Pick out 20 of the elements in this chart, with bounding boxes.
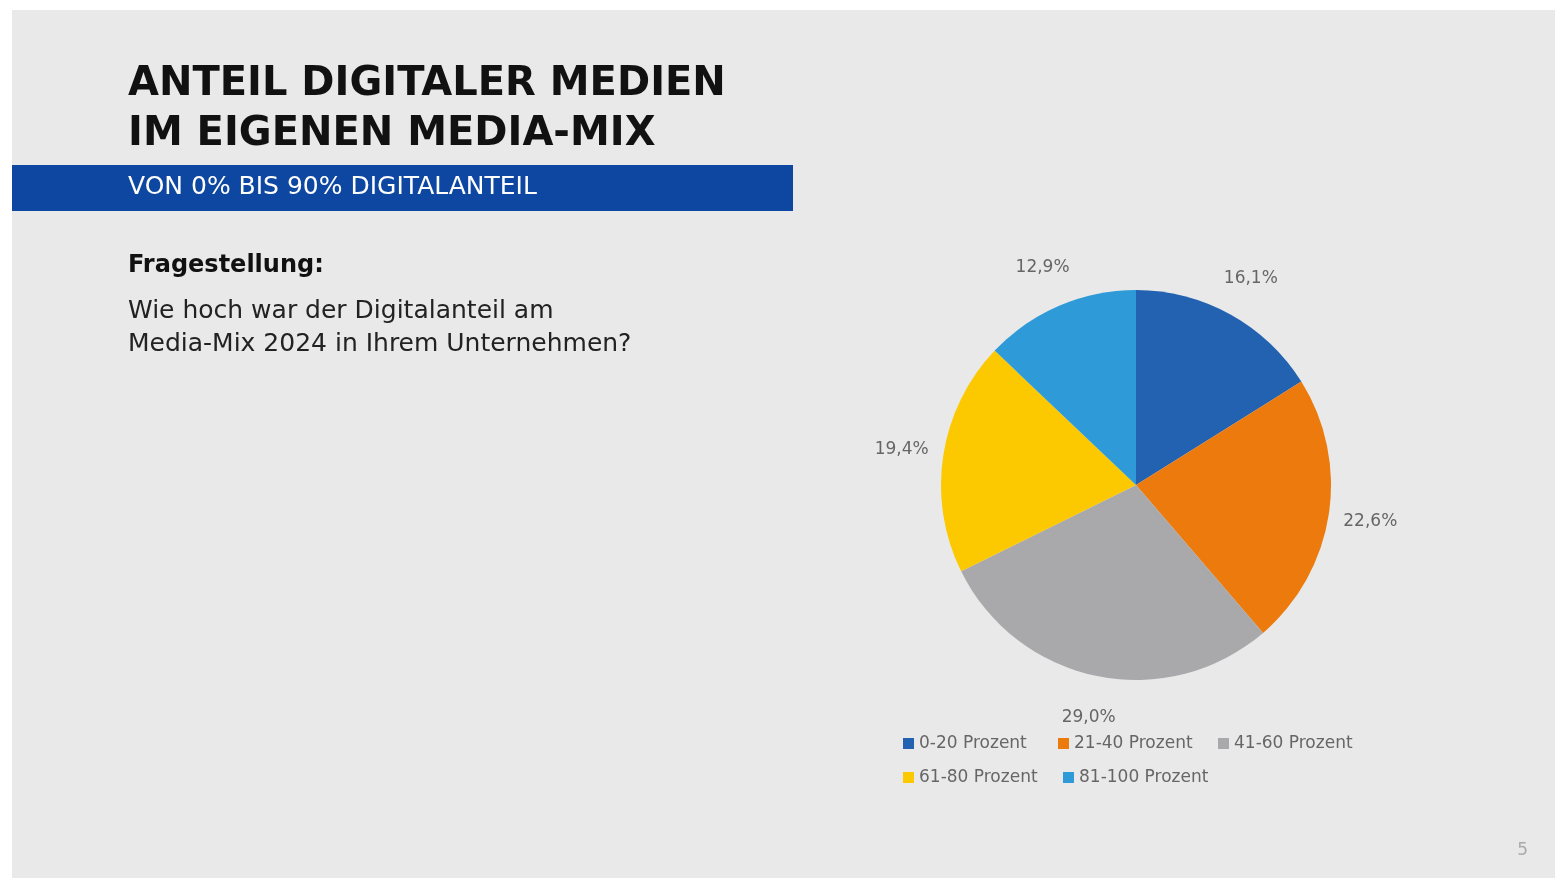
data-label: 22,6% xyxy=(1343,509,1398,530)
pie-slice xyxy=(941,350,1136,572)
data-label: 16,1% xyxy=(1223,266,1278,287)
legend-label: 41-60 Prozent xyxy=(1234,732,1353,752)
legend-label: 61-80 Prozent xyxy=(919,766,1038,786)
data-label: 12,9% xyxy=(1015,256,1070,277)
legend-label: 0-20 Prozent xyxy=(919,732,1028,752)
text: 5 xyxy=(1517,839,1528,859)
legend-label: 81-100 Prozent xyxy=(1079,766,1209,786)
data-label: 19,4% xyxy=(874,438,929,459)
text: ANTEIL DIGITALER MEDIEN IM EIGENEN MEDIA-MIX xyxy=(128,58,726,154)
pie-slice xyxy=(1136,381,1331,633)
pie-slice xyxy=(1136,290,1302,485)
pie-slice xyxy=(994,290,1136,485)
legend-label: 21-40 Prozent xyxy=(1074,732,1193,752)
pie-slice xyxy=(961,485,1264,680)
data-label: 29,0% xyxy=(1061,706,1116,727)
text: Fragestellung: xyxy=(128,250,324,278)
text: Wie hoch war der Digitalanteil am Media-Mix 2024 in Ihrem Unternehmen? xyxy=(128,295,632,357)
text: VON 0% BIS 90% DIGITALANTEIL xyxy=(128,171,537,200)
